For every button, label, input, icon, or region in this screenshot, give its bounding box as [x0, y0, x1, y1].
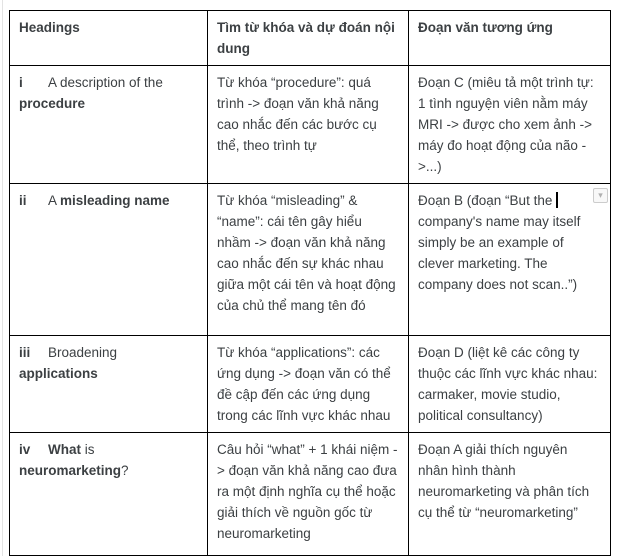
col-header-keywords[interactable]: Tìm từ khóa và dự đoán nội dung	[207, 10, 409, 66]
keywords-cell-iii[interactable]: Từ khóa “applications”: các ứng dụng -> …	[207, 335, 409, 433]
heading-bold-text: applications	[19, 366, 98, 381]
col-header-paragraph[interactable]: Đoạn văn tương ứng	[408, 10, 611, 66]
heading-bold-text: What	[48, 442, 81, 457]
heading-bold-text: neuromarketing	[19, 463, 122, 478]
heading-regular-text: A description of the	[48, 75, 163, 90]
heading-text: What is neuromarketing?	[19, 442, 129, 478]
keywords-text: Từ khóa “applications”: các ứng dụng -> …	[217, 345, 391, 423]
text-cursor	[556, 192, 559, 208]
heading-bold-text: misleading name	[60, 193, 170, 208]
paragraph-text: Đoạn C (miêu tả một trình tự: 1 tình ngu…	[418, 75, 594, 174]
heading-numeral: iv	[19, 442, 31, 457]
paragraph-cell-iii[interactable]: Đoạn D (liệt kê các công ty thuộc các lĩ…	[408, 335, 611, 433]
table-header-row: Headings Tìm từ khóa và dự đoán nội dung…	[9, 10, 611, 66]
paragraph-text-after-cursor: company's name may itself simply be an e…	[418, 214, 581, 292]
keywords-cell-i[interactable]: Từ khóa “procedure”: quá trình -> đoạn v…	[207, 65, 409, 184]
chevron-down-icon: ▾	[598, 190, 603, 200]
paragraph-text: Đoạn D (liệt kê các công ty thuộc các lĩ…	[418, 345, 598, 423]
heading-bold-text: procedure	[19, 96, 86, 111]
col-header-headings[interactable]: Headings	[9, 10, 208, 66]
heading-regular-text: A	[48, 193, 61, 208]
paragraph-text: Đoạn A giải thích nguyên nhân hình thành…	[418, 442, 590, 520]
table-row-ii: ii A misleading name Từ khóa “misleading”…	[9, 183, 611, 336]
keywords-text: Từ khóa “procedure”: quá trình -> đoạn v…	[217, 75, 379, 153]
paragraph-cell-i[interactable]: Đoạn C (miêu tả một trình tự: 1 tình ngu…	[408, 65, 611, 184]
paragraph-cell-iv[interactable]: Đoạn A giải thích nguyên nhân hình thành…	[408, 432, 611, 556]
heading-cell-iii[interactable]: iii Broadening applications	[9, 335, 208, 433]
heading-regular-text: ?	[121, 463, 129, 478]
heading-numeral: iii	[19, 345, 31, 360]
paragraph-text-before-cursor: Đoạn B (đoạn “But the	[418, 193, 557, 208]
keywords-text: Câu hỏi “what” + 1 khái niệm -> đoạn văn…	[217, 442, 398, 541]
heading-numeral: i	[19, 75, 23, 90]
heading-numeral: ii	[19, 193, 27, 208]
table-row-iv: iv What is neuromarketing? Câu hỏi “what”…	[9, 432, 611, 556]
heading-text: Broadening applications	[19, 345, 117, 381]
heading-cell-ii[interactable]: ii A misleading name	[9, 183, 208, 336]
keywords-text: Từ khóa “misleading” & “name”: cái tên g…	[217, 193, 396, 313]
keywords-cell-ii[interactable]: Từ khóa “misleading” & “name”: cái tên g…	[207, 183, 409, 336]
paragraph-cell-ii[interactable]: Đoạn B (đoạn “But the company's name may…	[408, 183, 611, 336]
page-edge-line	[2, 0, 3, 556]
table-row-iii: iii Broadening applications Từ khóa “appl…	[9, 335, 611, 433]
heading-text: A misleading name	[48, 193, 170, 208]
scroll-marker-icon[interactable]: ▾	[593, 188, 608, 203]
heading-cell-iv[interactable]: iv What is neuromarketing?	[9, 432, 208, 556]
heading-text: A description of the procedure	[19, 75, 163, 111]
keywords-cell-iv[interactable]: Câu hỏi “what” + 1 khái niệm -> đoạn văn…	[207, 432, 409, 556]
heading-regular-text: Broadening	[48, 345, 118, 360]
heading-regular-text: is	[81, 442, 95, 457]
headings-analysis-table: Headings Tìm từ khóa và dự đoán nội dung…	[9, 10, 611, 556]
